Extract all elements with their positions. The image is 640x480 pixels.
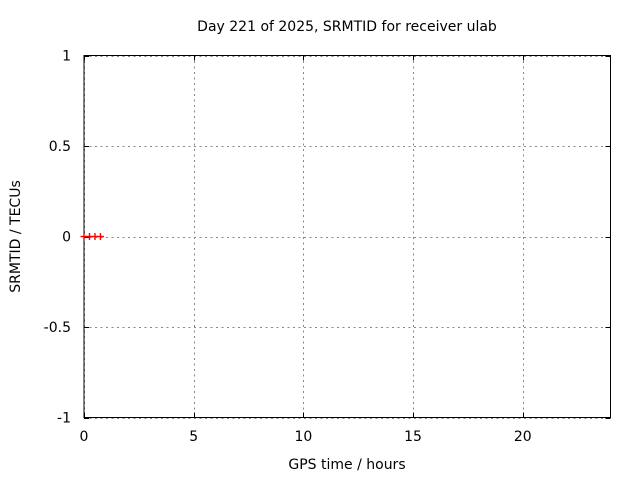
x-tick-label: 20 [514, 429, 532, 445]
y-tick-label: -1 [57, 411, 71, 427]
axis-ticks [84, 55, 611, 419]
x-axis-label: GPS time / hours [288, 457, 405, 473]
y-tick-label: -0.5 [44, 320, 71, 336]
plot-border-box [83, 55, 611, 418]
data-point-markers [80, 233, 104, 240]
data-point-marker [96, 233, 104, 240]
axis-tick-labels: 0 5 10 15 20 -1 -0.5 0 0.5 1 [44, 49, 532, 446]
x-tick-label: 15 [404, 429, 422, 445]
y-tick-label: 0.5 [49, 139, 71, 155]
x-tick-label: 5 [189, 429, 198, 445]
y-axis-label: SRMTID / TECUs [8, 180, 24, 293]
chart-title: Day 221 of 2025, SRMTID for receiver ula… [197, 19, 497, 35]
y-tick-label: 1 [62, 49, 71, 65]
x-tick-label: 10 [294, 429, 312, 445]
grid-lines [84, 55, 611, 419]
plot-border [83, 55, 611, 418]
y-tick-label: 0 [62, 230, 71, 246]
x-tick-label: 0 [80, 429, 89, 445]
